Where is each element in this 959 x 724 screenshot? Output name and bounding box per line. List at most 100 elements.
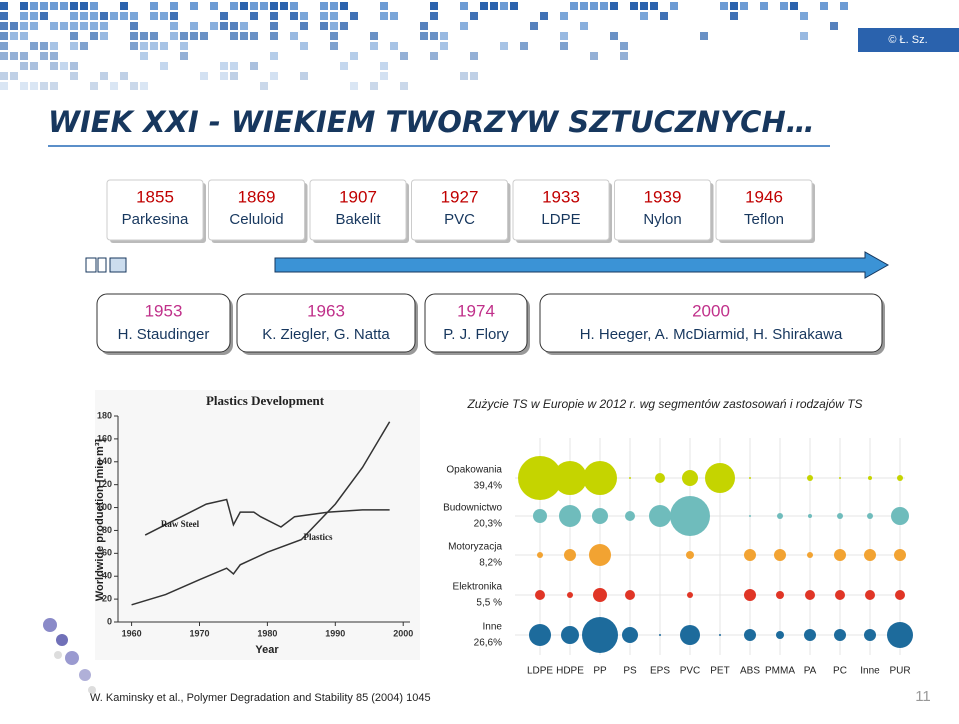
header-square <box>130 82 138 90</box>
y-axis-label: Worldwide production [mio m³] <box>94 438 106 601</box>
header-square <box>250 12 258 20</box>
header-square <box>30 42 38 50</box>
bubble <box>625 511 635 521</box>
bubble <box>625 590 635 600</box>
header-square <box>120 2 128 10</box>
bubble <box>719 634 721 636</box>
header-square <box>200 32 208 40</box>
header-square <box>200 72 208 80</box>
header-square <box>190 22 198 30</box>
header-square <box>300 72 308 80</box>
copyright: © Ł. Sz. <box>888 34 927 46</box>
bubble <box>834 549 846 561</box>
header-square <box>640 12 648 20</box>
header-square <box>30 62 38 70</box>
category-label: PC <box>833 666 847 677</box>
timeline-year: 1933 <box>542 187 580 206</box>
header-square <box>560 32 568 40</box>
header-square <box>0 82 8 90</box>
row-share: 5,5 % <box>476 598 502 609</box>
header-square <box>840 2 848 10</box>
category-label: EPS <box>650 666 670 677</box>
header-square <box>130 12 138 20</box>
header-square <box>600 2 608 10</box>
header-square <box>10 72 18 80</box>
header-square <box>590 52 598 60</box>
timeline-box <box>106 179 204 241</box>
timeline-year: 1869 <box>238 187 276 206</box>
y-tick-label: 60 <box>102 548 112 558</box>
bubble <box>865 590 875 600</box>
header-square <box>340 2 348 10</box>
header-square <box>50 82 58 90</box>
header-square <box>170 2 178 10</box>
bubble <box>834 629 846 641</box>
y-tick-label: 40 <box>102 571 112 581</box>
header-square <box>70 2 78 10</box>
header-square <box>420 32 428 40</box>
header-square <box>290 2 298 10</box>
header-square <box>160 42 168 50</box>
header-square <box>0 52 8 60</box>
header-square <box>510 2 518 10</box>
header-square <box>50 22 58 30</box>
header-square <box>0 32 8 40</box>
header-square <box>230 2 238 10</box>
header-square <box>60 22 68 30</box>
header-square <box>370 42 378 50</box>
timeline-box <box>208 179 305 241</box>
bubble <box>593 588 607 602</box>
header-square <box>760 2 768 10</box>
nobel-box <box>539 293 883 353</box>
category-label: PMMA <box>765 666 795 677</box>
header-square <box>580 2 588 10</box>
header-square <box>30 22 38 30</box>
header-square <box>270 52 278 60</box>
bubble <box>777 513 783 519</box>
header-square <box>500 42 508 50</box>
row-share: 26,6% <box>474 638 502 649</box>
row-share: 39,4% <box>474 481 502 492</box>
header-square <box>60 62 68 70</box>
bubble <box>567 592 573 598</box>
header-square <box>190 2 198 10</box>
y-tick-label: 140 <box>97 456 112 466</box>
header-square <box>120 12 128 20</box>
timeline-year: 1907 <box>339 187 377 206</box>
header-square <box>370 32 378 40</box>
timeline-box <box>411 179 508 241</box>
header-square <box>560 12 568 20</box>
header-square <box>180 42 188 50</box>
timeline-year: 1946 <box>745 187 783 206</box>
header-square <box>50 42 58 50</box>
timeline-year: 1939 <box>644 187 682 206</box>
bubble <box>518 456 562 500</box>
header-square <box>610 32 618 40</box>
header-square <box>20 62 28 70</box>
header-square <box>430 32 438 40</box>
header-square <box>800 12 808 20</box>
header-square <box>320 12 328 20</box>
header-square <box>90 12 98 20</box>
bubble <box>535 590 545 600</box>
bubble <box>839 477 841 479</box>
header-square <box>90 32 98 40</box>
header-square <box>270 22 278 30</box>
header-square <box>90 2 98 10</box>
header-square <box>240 22 248 30</box>
header-square <box>530 22 538 30</box>
row-label: Inne <box>483 622 503 633</box>
header-square <box>620 52 628 60</box>
header-square <box>90 82 98 90</box>
x-tick-label: 1990 <box>325 628 345 638</box>
bubble <box>533 509 547 523</box>
category-label: HDPE <box>556 666 584 677</box>
bubble <box>804 629 816 641</box>
header-square <box>620 42 628 50</box>
header-square <box>270 32 278 40</box>
y-tick-label: 120 <box>97 479 112 489</box>
bubble <box>864 629 876 641</box>
header-square <box>720 2 728 10</box>
header-square <box>170 22 178 30</box>
